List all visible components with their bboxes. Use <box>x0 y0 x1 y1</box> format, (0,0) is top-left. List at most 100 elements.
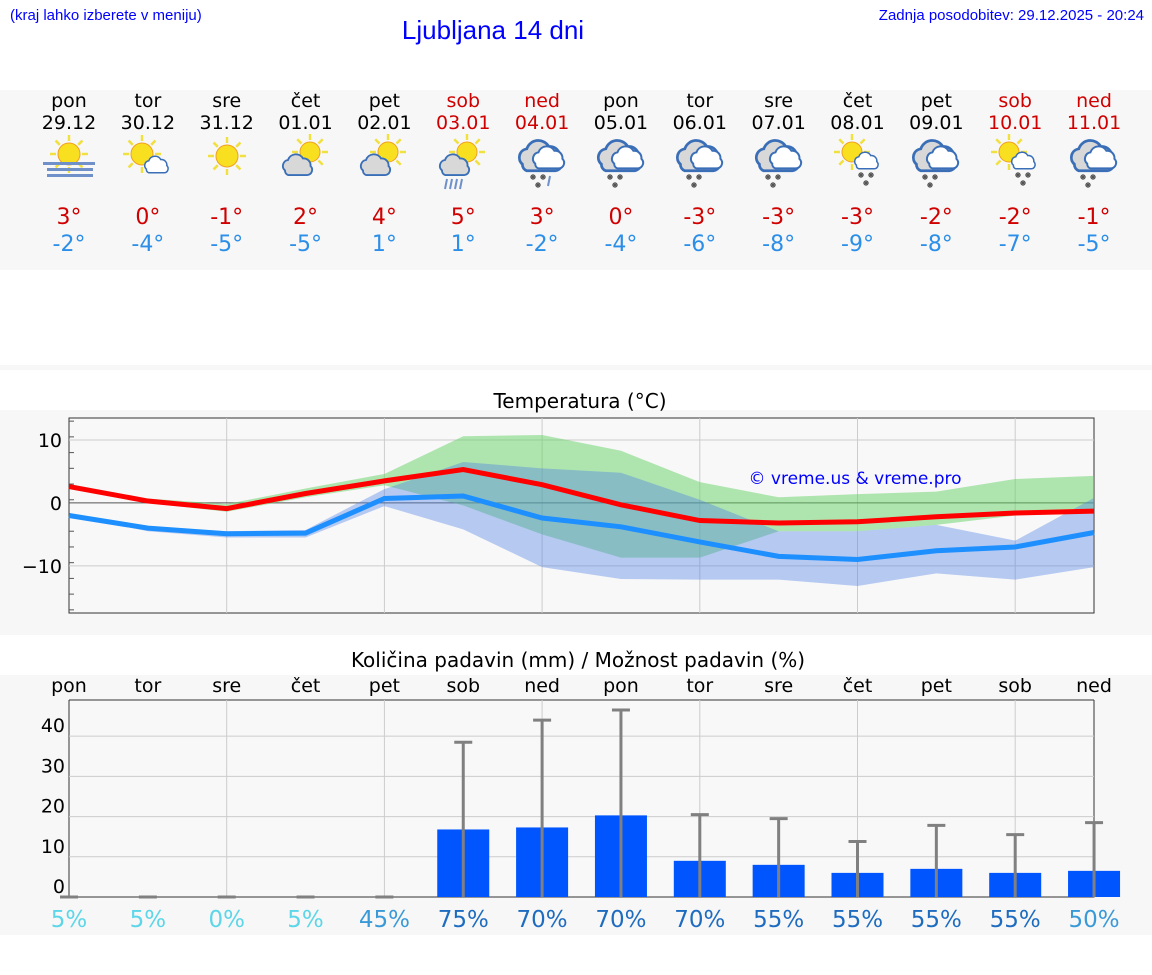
day-date: 11.01 <box>1066 112 1122 134</box>
max-temp: -2° <box>998 205 1032 230</box>
x-category-label: sre <box>212 675 241 697</box>
max-temp: 2° <box>293 205 319 230</box>
sun-snow-icon <box>991 134 1037 186</box>
y-tick-label: 0 <box>53 876 65 898</box>
day-date: 06.01 <box>672 112 727 134</box>
day-name: sob <box>998 90 1032 112</box>
forecast-day: čet 01.01 2° -5° <box>267 90 345 258</box>
max-temp: 5° <box>450 205 476 230</box>
x-category-label: tor <box>134 675 161 697</box>
day-date: 05.01 <box>593 112 649 134</box>
day-name: tor <box>134 90 162 112</box>
precip-probability: 55% <box>911 907 962 933</box>
day-date: 03.01 <box>436 112 491 134</box>
day-name: čet <box>842 90 873 112</box>
precip-probability: 0% <box>208 907 245 933</box>
day-date: 30.12 <box>120 112 176 134</box>
day-name: ned <box>1076 90 1112 112</box>
max-temp-line <box>68 467 1095 526</box>
x-category-label: pet <box>369 675 400 697</box>
max-temp: 4° <box>371 205 397 230</box>
forecast-day: čet 08.01 -3° -9° <box>819 90 897 258</box>
page-title: Ljubljana 14 dni <box>401 15 585 45</box>
min-temp: -8° <box>919 232 953 257</box>
sun-icon <box>207 137 246 175</box>
precip-probability: 5% <box>51 907 88 933</box>
y-tick-label: 0 <box>50 493 62 515</box>
chart-title: Temperatura (°C) <box>492 389 666 413</box>
min-temp: -2° <box>525 232 559 257</box>
x-category-label: tor <box>686 675 713 697</box>
x-category-label: čet <box>291 675 321 697</box>
day-name: pon <box>603 90 639 112</box>
precip-probability: 75% <box>438 907 489 933</box>
max-temp: 0° <box>135 205 161 230</box>
y-tick-label: 20 <box>41 796 65 818</box>
temperature-chart: Temperatura (°C) 10 0 −10 © vreme.us & vreme… <box>22 389 1095 614</box>
cloud-snow-icon <box>912 139 960 188</box>
max-temp: 0° <box>608 205 634 230</box>
x-category-label: pon <box>603 675 639 697</box>
precip-probability: 45% <box>359 907 410 933</box>
watermark: © vreme.us & vreme.pro <box>748 469 961 489</box>
min-temp: -2° <box>52 232 86 257</box>
day-name: pon <box>51 90 87 112</box>
min-temp: -6° <box>683 232 717 257</box>
day-date: 09.01 <box>909 112 964 134</box>
day-date: 29.12 <box>41 112 97 134</box>
forecast-day: sob 10.01 -2° -7° <box>976 90 1054 258</box>
cloud-sleet-icon <box>518 139 566 188</box>
day-name: sre <box>764 90 794 112</box>
location-hint[interactable]: (kraj lahko izberete v meniju) <box>10 7 202 24</box>
sun-cloud-icon <box>360 134 407 176</box>
x-category-label: pon <box>51 675 87 697</box>
day-name: sre <box>212 90 242 112</box>
day-name: pet <box>920 90 952 112</box>
precip-probability: 5% <box>287 907 324 933</box>
cloud-snow-icon <box>1070 139 1118 188</box>
precip-probability: 70% <box>674 907 725 933</box>
min-temp: -5° <box>289 232 323 257</box>
max-temp: -3° <box>762 205 796 230</box>
x-category-label: ned <box>524 675 560 697</box>
day-date: 31.12 <box>199 112 254 134</box>
precip-probability: 50% <box>1068 907 1119 933</box>
day-date: 02.01 <box>357 112 412 134</box>
min-temp: 1° <box>371 232 397 257</box>
day-name: čet <box>290 90 321 112</box>
forecast-day: ned 04.01 3° -2° <box>503 90 581 258</box>
min-temp: -9° <box>841 232 874 257</box>
precip-probability: 5% <box>130 907 167 933</box>
y-tick-label: 30 <box>41 755 65 777</box>
sun-cloud-icon <box>281 134 328 176</box>
y-tick-label: 10 <box>38 430 62 452</box>
cloud-snow-icon <box>675 139 723 188</box>
x-category-label: pet <box>921 675 952 697</box>
forecast-day: tor 06.01 -3° -6° <box>661 90 739 258</box>
max-temp: -3° <box>683 205 717 230</box>
precip-probability: 70% <box>595 907 646 933</box>
cloud-snow-icon <box>596 139 644 188</box>
forecast-strip: pon 29.12 3° -2° tor 30.12 0° -4° sre 31.1… <box>0 90 1152 270</box>
x-category-label: sob <box>998 675 1032 697</box>
x-category-label: sob <box>446 675 480 697</box>
chart-title: Količina padavin (mm) / Možnost padavin … <box>351 648 805 672</box>
max-temp: -3° <box>841 205 874 230</box>
sun-small-cloud-icon <box>122 135 169 174</box>
day-date: 07.01 <box>751 112 806 134</box>
min-temp: -8° <box>762 232 796 257</box>
day-name: ned <box>524 90 560 112</box>
precip-probability: 55% <box>832 907 883 933</box>
forecast-day: pet 09.01 -2° -8° <box>897 90 975 258</box>
day-date: 01.01 <box>278 112 333 134</box>
sun-snow-icon <box>833 134 879 186</box>
x-category-label: ned <box>1076 675 1112 697</box>
y-tick-label: −10 <box>22 556 62 578</box>
min-temp: -4° <box>131 232 165 257</box>
forecast-day: tor 30.12 0° -4° <box>109 90 187 258</box>
max-temp: -2° <box>919 205 953 230</box>
min-temp: -4° <box>604 232 638 257</box>
day-name: tor <box>686 90 714 112</box>
max-temp: 3° <box>529 205 555 230</box>
min-temp: -5° <box>1077 232 1111 257</box>
